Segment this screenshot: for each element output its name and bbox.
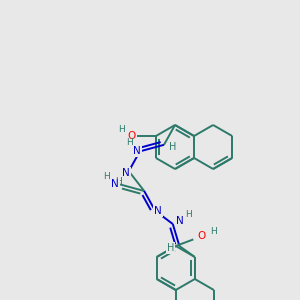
Text: O: O <box>197 231 206 242</box>
Text: H: H <box>116 177 122 186</box>
Text: N: N <box>122 168 130 178</box>
Text: H: H <box>210 227 217 236</box>
Text: N: N <box>133 146 141 156</box>
Text: H: H <box>167 243 174 253</box>
Text: H: H <box>169 142 177 152</box>
Text: N: N <box>154 206 162 216</box>
Text: N: N <box>176 216 184 226</box>
Text: N: N <box>111 179 119 189</box>
Text: H: H <box>103 172 110 181</box>
Text: H: H <box>185 209 192 218</box>
Text: O: O <box>127 131 135 141</box>
Text: H: H <box>118 124 124 134</box>
Text: H: H <box>126 138 133 147</box>
